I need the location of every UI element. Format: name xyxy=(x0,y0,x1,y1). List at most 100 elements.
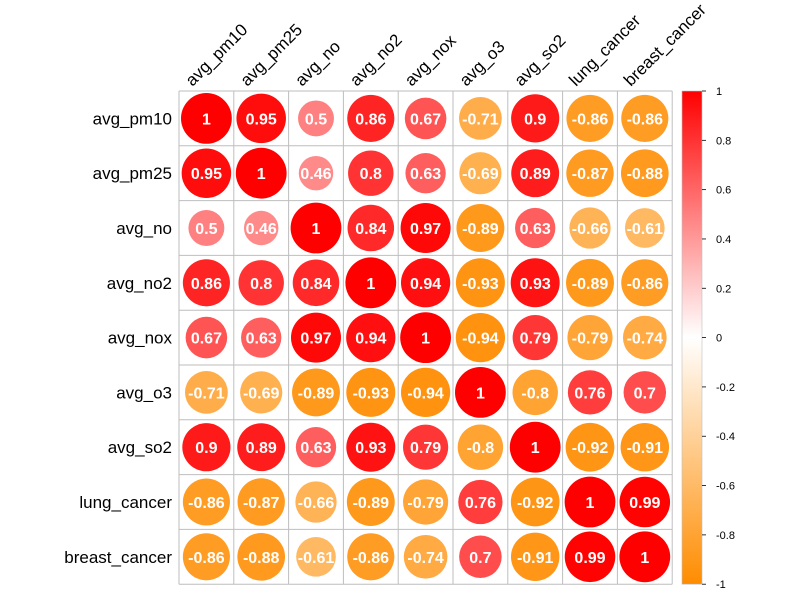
corr-value-label: -0.88 xyxy=(243,550,280,567)
colorbar-tick-label: 0.4 xyxy=(716,234,731,246)
corr-value-label: 0.84 xyxy=(300,276,331,293)
corr-value-label: -0.94 xyxy=(407,385,444,402)
corr-value-label: 0.5 xyxy=(305,111,327,128)
corr-circle-avg_no2-avg_no xyxy=(292,259,340,307)
row-label-avg_o3: avg_o3 xyxy=(116,383,172,402)
corr-value-label: 1 xyxy=(366,276,375,293)
corr-value-label: 0.93 xyxy=(520,276,551,293)
corr-circle-avg_so2-lung_cancer xyxy=(565,422,615,472)
corr-circle-avg_pm10-breast_cancer xyxy=(621,94,669,142)
corr-circle-avg_nox-avg_no2 xyxy=(346,312,396,363)
colorbar-tick-label: -1 xyxy=(716,579,726,591)
corr-value-label: 0.63 xyxy=(300,440,331,457)
corr-circle-avg_nox-breast_cancer xyxy=(622,315,667,360)
corr-circle-avg_pm25-breast_cancer xyxy=(620,149,669,198)
corr-value-label: -0.89 xyxy=(353,495,390,512)
corr-circle-avg_so2-avg_no xyxy=(295,427,337,468)
corr-circle-avg_pm10-avg_o3 xyxy=(458,96,502,140)
corr-circle-avg_no-avg_o3 xyxy=(456,204,505,252)
corr-value-label: 0.97 xyxy=(300,331,331,348)
colorbar-tick-label: 0.8 xyxy=(716,135,731,147)
colorbar-tick-label: -0.8 xyxy=(716,530,735,542)
corr-value-label: 0.7 xyxy=(634,385,656,402)
row-label-avg_no: avg_no xyxy=(116,219,172,238)
corr-value-label: -0.89 xyxy=(462,221,499,238)
corr-circle-avg_so2-avg_pm25 xyxy=(237,423,286,472)
corr-value-label: 0.95 xyxy=(191,166,222,183)
corr-circle-avg_pm10-lung_cancer xyxy=(566,94,614,142)
corr-circle-avg_pm25-avg_nox xyxy=(405,153,446,194)
corr-value-label: -0.92 xyxy=(517,495,554,512)
col-label-avg_so2: avg_so2 xyxy=(511,31,570,90)
corr-circle-avg_no2-lung_cancer xyxy=(566,258,614,307)
corr-value-label: -0.86 xyxy=(188,495,225,512)
corr-circle-avg_pm10-avg_pm25 xyxy=(236,93,286,144)
corr-circle-avg_no2-avg_no2 xyxy=(345,257,397,309)
corr-value-label: 1 xyxy=(476,385,485,402)
corr-value-label: -0.8 xyxy=(467,440,495,457)
corr-value-label: 1 xyxy=(312,221,321,238)
corr-value-label: 0.8 xyxy=(360,166,382,183)
corr-value-label: -0.61 xyxy=(627,221,664,238)
corr-value-label: -0.86 xyxy=(572,111,609,128)
colorbar-tick-label: -0.4 xyxy=(716,431,735,443)
corr-value-label: 0.99 xyxy=(629,495,660,512)
row-labels: avg_pm10 avg_pm25 avg_no avg_no2 avg_nox avg_… xyxy=(64,109,172,566)
corr-value-label: 0.79 xyxy=(410,440,441,457)
corr-circle-avg_nox-lung_cancer xyxy=(567,315,613,361)
corr-circle-avg_o3-avg_no2 xyxy=(346,367,396,417)
corr-circle-avg_no2-avg_nox xyxy=(400,258,451,308)
corr-value-label: 0.84 xyxy=(355,221,386,238)
corr-value-label: -0.89 xyxy=(572,276,609,293)
corr-circle-breast_cancer-avg_no xyxy=(296,536,336,577)
corr-circle-lung_cancer-avg_no xyxy=(295,481,337,523)
corr-circle-avg_o3-breast_cancer xyxy=(623,371,667,414)
corr-circle-avg_so2-avg_o3 xyxy=(457,424,504,470)
corr-value-label: 1 xyxy=(257,166,266,183)
corr-circle-avg_nox-avg_o3 xyxy=(455,312,506,363)
corr-circle-avg_pm25-avg_so2 xyxy=(511,149,560,198)
corr-value-label: 0.46 xyxy=(300,166,331,183)
col-label-avg_no: avg_no xyxy=(291,37,344,90)
corr-value-label: -0.66 xyxy=(572,221,609,238)
corr-value-label: -0.86 xyxy=(188,550,225,567)
col-label-avg_o3: avg_o3 xyxy=(456,37,509,90)
row-label-avg_nox: avg_nox xyxy=(108,329,173,348)
corr-value-label: -0.74 xyxy=(407,550,444,567)
corr-value-label: -0.86 xyxy=(627,276,664,293)
corr-value-label: 0.5 xyxy=(195,221,217,238)
colorbar-tick-label: 0.6 xyxy=(716,185,731,197)
col-label-avg_no2: avg_no2 xyxy=(346,30,406,90)
corr-value-label: -0.92 xyxy=(572,440,609,457)
corr-circle-breast_cancer-breast_cancer xyxy=(619,531,671,583)
corr-circle-lung_cancer-avg_nox xyxy=(403,479,449,525)
corr-circle-avg_no-breast_cancer xyxy=(624,208,665,248)
corr-circle-lung_cancer-breast_cancer xyxy=(619,476,671,528)
colorbar-tick-label: 0 xyxy=(716,333,722,345)
corr-value-label: -0.79 xyxy=(407,495,444,512)
corr-circle-avg_no-avg_pm10 xyxy=(188,210,225,246)
colorbar-gradient xyxy=(681,90,703,585)
corr-circle-breast_cancer-avg_nox xyxy=(403,534,448,579)
corr-value-label: 0.67 xyxy=(410,111,441,128)
colorbar: 1 0.8 0.6 0.4 0.2 0 -0.2 -0.4 -0.6 -0.8 -1 xyxy=(681,86,735,591)
col-label-breast_cancer: breast_cancer xyxy=(620,0,710,90)
corr-circle-avg_pm10-avg_no xyxy=(298,100,334,137)
corr-value-label: 0.86 xyxy=(355,111,386,128)
corr-circle-lung_cancer-lung_cancer xyxy=(564,476,616,528)
grid-layer xyxy=(178,90,673,585)
corr-circle-lung_cancer-avg_pm10 xyxy=(182,478,230,526)
corr-circle-breast_cancer-avg_o3 xyxy=(459,535,502,579)
corr-circle-avg_nox-avg_no xyxy=(290,312,342,363)
colorbar-tick-label: -0.2 xyxy=(716,382,735,394)
corr-value-label: -0.71 xyxy=(462,111,499,128)
corr-circle-avg_nox-avg_pm25 xyxy=(241,317,282,358)
corr-value-label: -0.93 xyxy=(462,276,499,293)
corr-circle-avg_no-avg_nox xyxy=(400,202,451,254)
corr-circle-avg_o3-lung_cancer xyxy=(567,370,613,415)
corr-circle-avg_pm10-avg_pm10 xyxy=(181,93,232,144)
row-label-avg_no2: avg_no2 xyxy=(107,274,172,293)
corr-circle-avg_nox-avg_nox xyxy=(400,312,451,363)
